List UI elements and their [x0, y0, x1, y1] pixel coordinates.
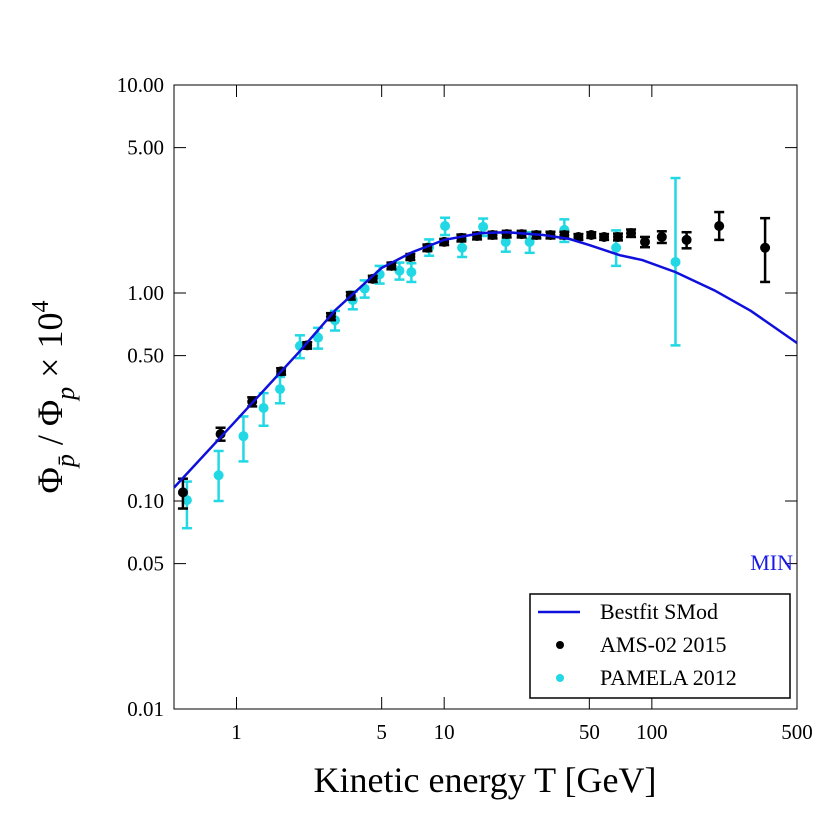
data-point — [586, 230, 597, 241]
y-label-part: / Φ — [30, 400, 70, 454]
data-point — [573, 231, 584, 242]
data-point — [670, 256, 681, 267]
data-point — [394, 265, 405, 276]
data-point — [501, 229, 512, 240]
y-label-part: p̄ — [51, 454, 80, 469]
y-label-part: p — [51, 387, 80, 402]
data-point — [181, 495, 192, 506]
x-tick-label: 500 — [781, 720, 813, 744]
data-point — [500, 236, 511, 247]
fit-line — [174, 230, 797, 489]
data-point — [478, 221, 489, 232]
data-point — [177, 487, 188, 498]
data-point — [406, 267, 417, 278]
y-label-part: × 10 — [30, 313, 70, 387]
data-point — [258, 402, 269, 413]
y-label-part: 4 — [28, 301, 54, 313]
legend-swatch — [556, 641, 564, 649]
legend-label: PAMELA 2012 — [600, 665, 737, 690]
x-tick-label: 10 — [434, 720, 455, 744]
legend-label: AMS-02 2015 — [600, 632, 727, 657]
data-point — [367, 273, 378, 284]
legend-label: Bestfit SMod — [600, 599, 718, 624]
annotation: MIN — [750, 550, 793, 575]
data-point — [612, 231, 623, 242]
data-point — [640, 236, 651, 247]
y-axis-label: Φp̄ / Φp × 104 — [28, 301, 80, 494]
y-tick-label: 0.05 — [127, 552, 164, 576]
data-point — [275, 384, 286, 395]
data-point — [457, 242, 468, 253]
data-point — [213, 470, 224, 481]
data-point — [681, 234, 692, 245]
data-point — [215, 428, 226, 439]
x-tick-label: 50 — [579, 720, 600, 744]
y-tick-label: 5.00 — [127, 136, 164, 160]
data-point — [656, 231, 667, 242]
y-tick-label: 0.01 — [127, 697, 164, 721]
y-tick-label: 10.00 — [117, 73, 164, 97]
plot-frame — [173, 84, 798, 710]
data-point — [626, 228, 637, 239]
data-point — [440, 220, 451, 231]
data-point — [302, 340, 313, 351]
data-point — [238, 431, 249, 442]
data-point — [714, 220, 725, 231]
x-axis-label: Kinetic energy T [GeV] — [314, 760, 657, 800]
data-point — [599, 231, 610, 242]
y-label-part: Φ — [30, 467, 70, 493]
y-tick-label: 0.50 — [127, 344, 164, 368]
data-point — [611, 242, 622, 253]
legend-swatch — [556, 674, 564, 682]
data-point — [313, 332, 324, 343]
x-tick-label: 5 — [376, 720, 387, 744]
x-tick-label: 100 — [636, 720, 668, 744]
data-point — [760, 242, 771, 253]
x-tick-label: 1 — [231, 720, 242, 744]
y-tick-label: 1.00 — [127, 281, 164, 305]
y-tick-label: 0.10 — [127, 489, 164, 513]
